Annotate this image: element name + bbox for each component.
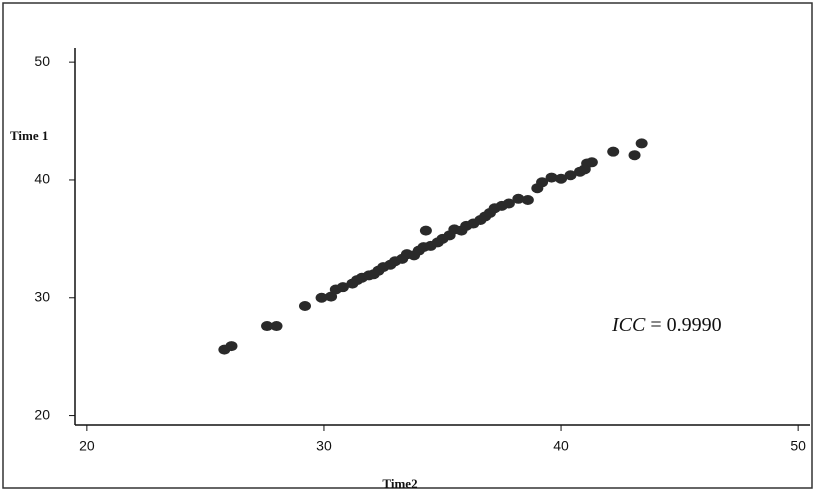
point xyxy=(225,341,238,352)
point xyxy=(419,225,432,236)
point xyxy=(512,193,525,204)
point xyxy=(261,321,274,332)
y-axis-label: Time 1 xyxy=(10,128,48,143)
point xyxy=(607,146,620,157)
x-tick-label: 30 xyxy=(316,438,332,454)
y-tick-label: 30 xyxy=(34,288,50,304)
point xyxy=(585,157,598,168)
point xyxy=(536,177,549,188)
point xyxy=(635,138,648,149)
y-tick-label: 20 xyxy=(34,406,50,422)
point xyxy=(521,194,534,205)
point xyxy=(555,173,568,184)
x-tick-label: 20 xyxy=(79,438,95,454)
point xyxy=(315,292,328,303)
y-tick-label: 50 xyxy=(34,53,50,69)
point xyxy=(270,321,283,332)
x-tick-label: 40 xyxy=(553,438,569,454)
point xyxy=(545,172,558,183)
y-tick-label: 40 xyxy=(34,171,50,187)
annotation-italic: ICC xyxy=(611,314,646,336)
x-tick-label: 50 xyxy=(790,438,806,454)
point xyxy=(298,301,311,312)
x-axis-label: Time2 xyxy=(382,476,417,491)
annotation-text: = 0.9990 xyxy=(650,314,721,336)
annotation: ICC = 0.9990 xyxy=(611,314,722,336)
point xyxy=(564,170,577,181)
point xyxy=(336,282,349,293)
point xyxy=(628,150,641,161)
point xyxy=(502,198,515,209)
